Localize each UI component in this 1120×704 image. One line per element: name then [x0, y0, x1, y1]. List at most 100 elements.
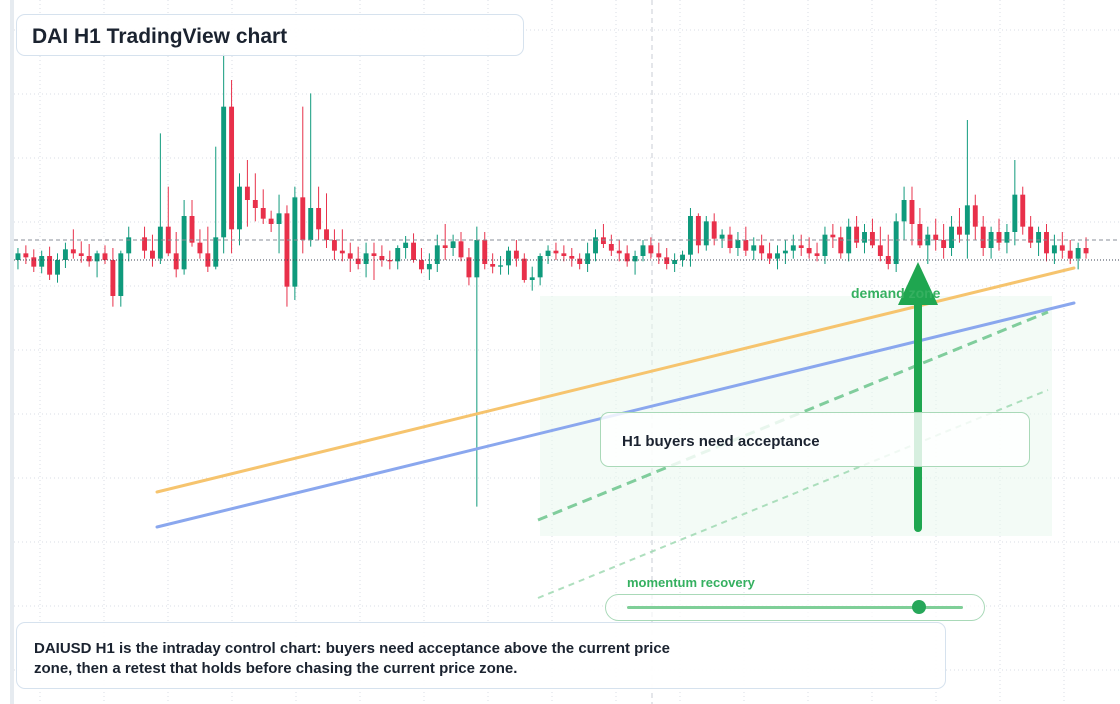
candle-bull	[545, 250, 551, 256]
candle-bear	[355, 258, 361, 264]
candle-bear	[553, 250, 559, 254]
candle-bull	[221, 106, 227, 238]
candle-bear	[909, 200, 915, 224]
candle-bull	[822, 234, 828, 256]
momentum-knob[interactable]	[912, 600, 927, 614]
candle-bear	[957, 226, 962, 235]
candle-bear	[695, 216, 701, 246]
acceptance-callout-text: H1 buyers need acceptance	[622, 433, 820, 450]
candle-bull	[1051, 245, 1057, 254]
candle-bear	[411, 242, 416, 260]
candle-bull	[213, 237, 219, 267]
candle-bear	[854, 226, 860, 243]
candle-bear	[648, 245, 654, 254]
candle-bull	[474, 240, 480, 278]
candle-bull	[688, 216, 693, 255]
candle-bull	[1036, 232, 1042, 243]
candle-bear	[830, 234, 836, 238]
candle-bear	[347, 253, 353, 259]
candle-bear	[727, 234, 733, 248]
candle-bear	[917, 224, 923, 246]
candle-bear	[1067, 250, 1073, 259]
candle-bear	[284, 213, 290, 287]
candle-bull	[292, 197, 298, 287]
candle-bear	[616, 250, 622, 254]
candle-bear	[189, 216, 195, 243]
momentum-slider[interactable]	[605, 594, 985, 621]
candle-bear	[490, 264, 496, 267]
candle-bull	[680, 254, 685, 260]
candle-bull	[363, 253, 369, 264]
candle-bear	[933, 234, 939, 240]
candle-bull	[1004, 232, 1010, 243]
summary-text: DAIUSD H1 is the intraday control chart:…	[34, 640, 671, 677]
candle-bull	[632, 256, 638, 262]
candle-bear	[458, 241, 464, 258]
momentum-label: momentum recovery	[627, 575, 755, 590]
candle-bull	[181, 216, 187, 270]
candle-bull	[450, 241, 456, 248]
candle-bull	[735, 240, 741, 248]
candle-bear	[608, 244, 614, 251]
candle-bear	[31, 257, 37, 267]
candle-bull	[126, 237, 132, 254]
candle-bear	[972, 205, 978, 227]
candle-bull	[395, 248, 401, 262]
candle-bear	[150, 250, 155, 259]
candle-bear	[1028, 226, 1034, 243]
candle-bear	[941, 240, 947, 248]
candle-bear	[387, 260, 393, 262]
candle-bear	[86, 256, 92, 262]
candle-bear	[1059, 245, 1065, 251]
candle-bull	[39, 256, 45, 267]
candle-bull	[949, 226, 954, 248]
candle-bear	[371, 253, 377, 256]
demand-zone-label: demand zone	[851, 285, 941, 301]
candle-bear	[577, 258, 583, 264]
candle-bull	[276, 213, 282, 224]
candle-bull	[988, 232, 994, 248]
summary-card: DAIUSD H1 is the intraday control chart:…	[16, 622, 946, 689]
candle-bear	[419, 260, 424, 270]
candle-bull	[1012, 194, 1018, 232]
candle-bull	[55, 260, 60, 275]
candle-bear	[229, 106, 235, 230]
candle-bull	[585, 253, 591, 264]
candle-bear	[869, 232, 875, 246]
candle-bull	[751, 245, 757, 251]
candle-bear	[521, 258, 527, 280]
candle-bear	[102, 253, 108, 260]
candle-bear	[173, 253, 179, 270]
candle-bear	[1044, 232, 1049, 254]
candle-bull	[862, 232, 867, 243]
candle-bear	[838, 237, 844, 254]
left-scroll-rail[interactable]	[10, 0, 14, 704]
candle-bear	[561, 253, 567, 256]
candle-bull	[964, 205, 970, 235]
acceptance-callout: H1 buyers need acceptance	[600, 412, 1030, 467]
candle-bear	[197, 242, 203, 254]
candle-bear	[466, 257, 472, 278]
momentum-bar	[627, 606, 963, 609]
candle-bull	[94, 253, 100, 262]
candle-bear	[743, 240, 749, 251]
candle-bear	[252, 200, 258, 208]
candle-bear	[379, 256, 385, 260]
candle-bear	[300, 197, 306, 240]
candle-bear	[759, 245, 765, 254]
candle-bull	[434, 245, 440, 264]
candle-bull	[775, 253, 780, 259]
candle-bear	[980, 226, 986, 248]
candle-bear	[324, 229, 329, 240]
projection-line-dotted	[537, 389, 1049, 599]
candle-bear	[664, 257, 670, 264]
candle-bull	[118, 253, 124, 296]
candle-bear	[482, 240, 488, 264]
candle-bear	[260, 208, 266, 219]
candle-bull	[703, 221, 709, 246]
candle-bear	[205, 253, 211, 267]
candle-bull	[62, 249, 68, 260]
candle-bear	[600, 237, 606, 244]
candle-bear	[47, 256, 53, 275]
candle-bear	[442, 245, 448, 248]
